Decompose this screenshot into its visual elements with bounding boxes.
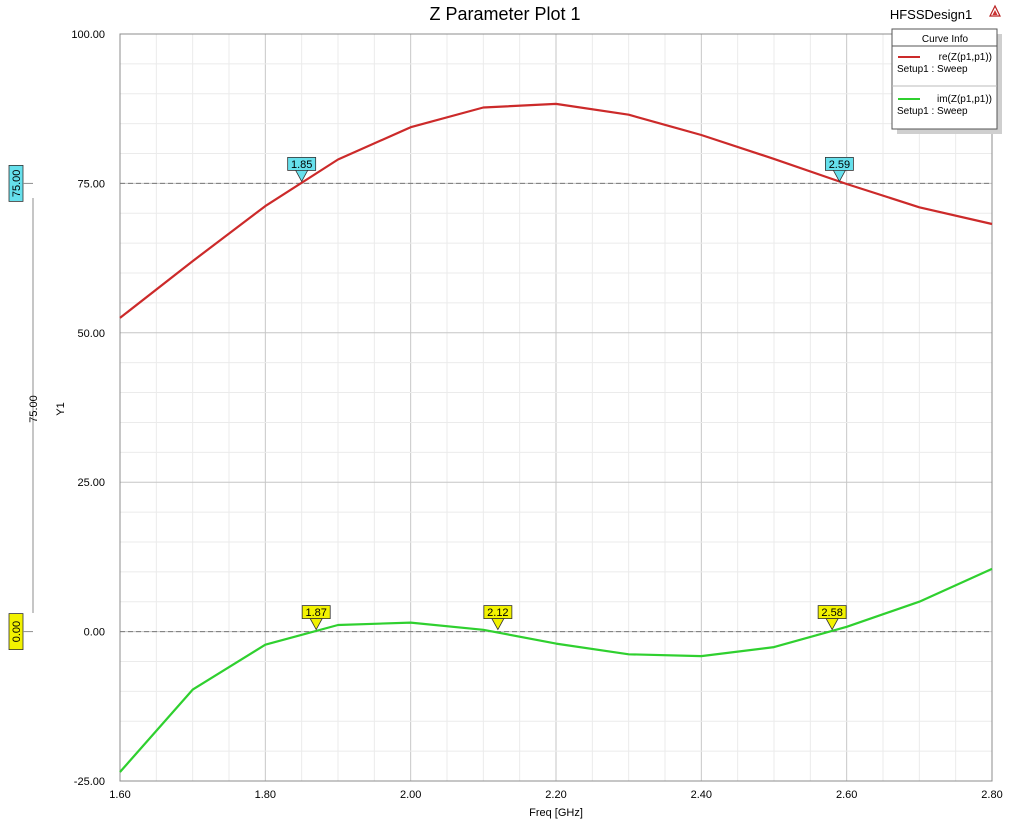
markers: 1.85 2.59 1.87 2.12 2.58: [287, 156, 854, 631]
ansys-logo-icon: [989, 4, 1001, 17]
secondary-axis: 75.00: [28, 198, 40, 613]
legend-entry-real: re(Z(p1,p1)) Setup1 : Sweep: [897, 52, 992, 75]
x-tick-label: 2.60: [836, 789, 857, 801]
legend-entry-sub: Setup1 : Sweep: [897, 64, 968, 75]
chart-title: Z Parameter Plot 1: [429, 4, 580, 24]
x-axis-label: Freq [GHz]: [529, 807, 583, 819]
marker-label: 1.87: [305, 607, 326, 619]
marker-pointer: [491, 618, 505, 631]
marker: 2.12: [483, 605, 513, 631]
x-tick-label: 1.80: [255, 789, 276, 801]
marker: 2.59: [825, 156, 854, 183]
legend-entry-sub: Setup1 : Sweep: [897, 106, 968, 117]
y-tick-labels: -25.00 0.00 25.00 50.00 75.00 100.00: [71, 29, 105, 788]
secondary-axis-label: 75.00: [28, 395, 40, 423]
x-tick-label: 2.40: [691, 789, 712, 801]
reference-lines: [120, 182, 992, 633]
reference-line-side-label: 0.00: [8, 613, 33, 650]
legend-title: Curve Info: [922, 34, 969, 45]
y-tick-label: -25.00: [74, 776, 105, 788]
y-tick-label: 25.00: [77, 477, 105, 489]
marker-label: 1.85: [291, 159, 312, 171]
grid: [119, 33, 993, 782]
reference-line-labels: 75.00 0.00: [8, 164, 33, 650]
marker: 1.85: [287, 156, 317, 183]
marker-pointer: [825, 618, 839, 631]
marker-pointer: [832, 169, 847, 183]
x-tick-label: 2.00: [400, 789, 421, 801]
y-tick-label: 50.00: [77, 328, 105, 340]
legend-entry-name: re(Z(p1,p1)): [939, 52, 992, 63]
series-line-real: [119, 102, 993, 319]
marker-label: 2.59: [829, 159, 850, 171]
marker-label: 2.12: [487, 607, 508, 619]
y-tick-label: 75.00: [77, 178, 105, 190]
legend-entry-name: im(Z(p1,p1)): [937, 94, 992, 105]
data-series: [119, 102, 993, 773]
series-line-imag: [119, 567, 993, 773]
x-tick-label: 2.80: [981, 789, 1002, 801]
x-tick-label: 2.20: [545, 789, 566, 801]
marker: 1.87: [301, 605, 331, 631]
marker-pointer: [309, 618, 323, 631]
reference-line-side-label: 75.00: [8, 164, 33, 202]
x-tick-labels: 1.60 1.80 2.00 2.20 2.40 2.60 2.80: [109, 789, 1002, 801]
marker: 2.58: [817, 605, 847, 631]
legend-entry-imag: im(Z(p1,p1)) Setup1 : Sweep: [897, 94, 992, 117]
y-axis-label: Y1: [55, 402, 67, 415]
legend-box[interactable]: Curve Info re(Z(p1,p1)) Setup1 : Sweep i…: [891, 28, 1002, 134]
design-name: HFSSDesign1: [890, 7, 972, 22]
side-label-text: 0.00: [11, 621, 23, 642]
y-tick-label: 0.00: [84, 627, 105, 639]
x-tick-label: 1.60: [109, 789, 130, 801]
side-label-text: 75.00: [11, 170, 23, 198]
plot-area-border: [119, 33, 993, 782]
y-tick-label: 100.00: [71, 29, 105, 41]
marker-pointer: [294, 169, 309, 183]
marker-label: 2.58: [821, 607, 842, 619]
